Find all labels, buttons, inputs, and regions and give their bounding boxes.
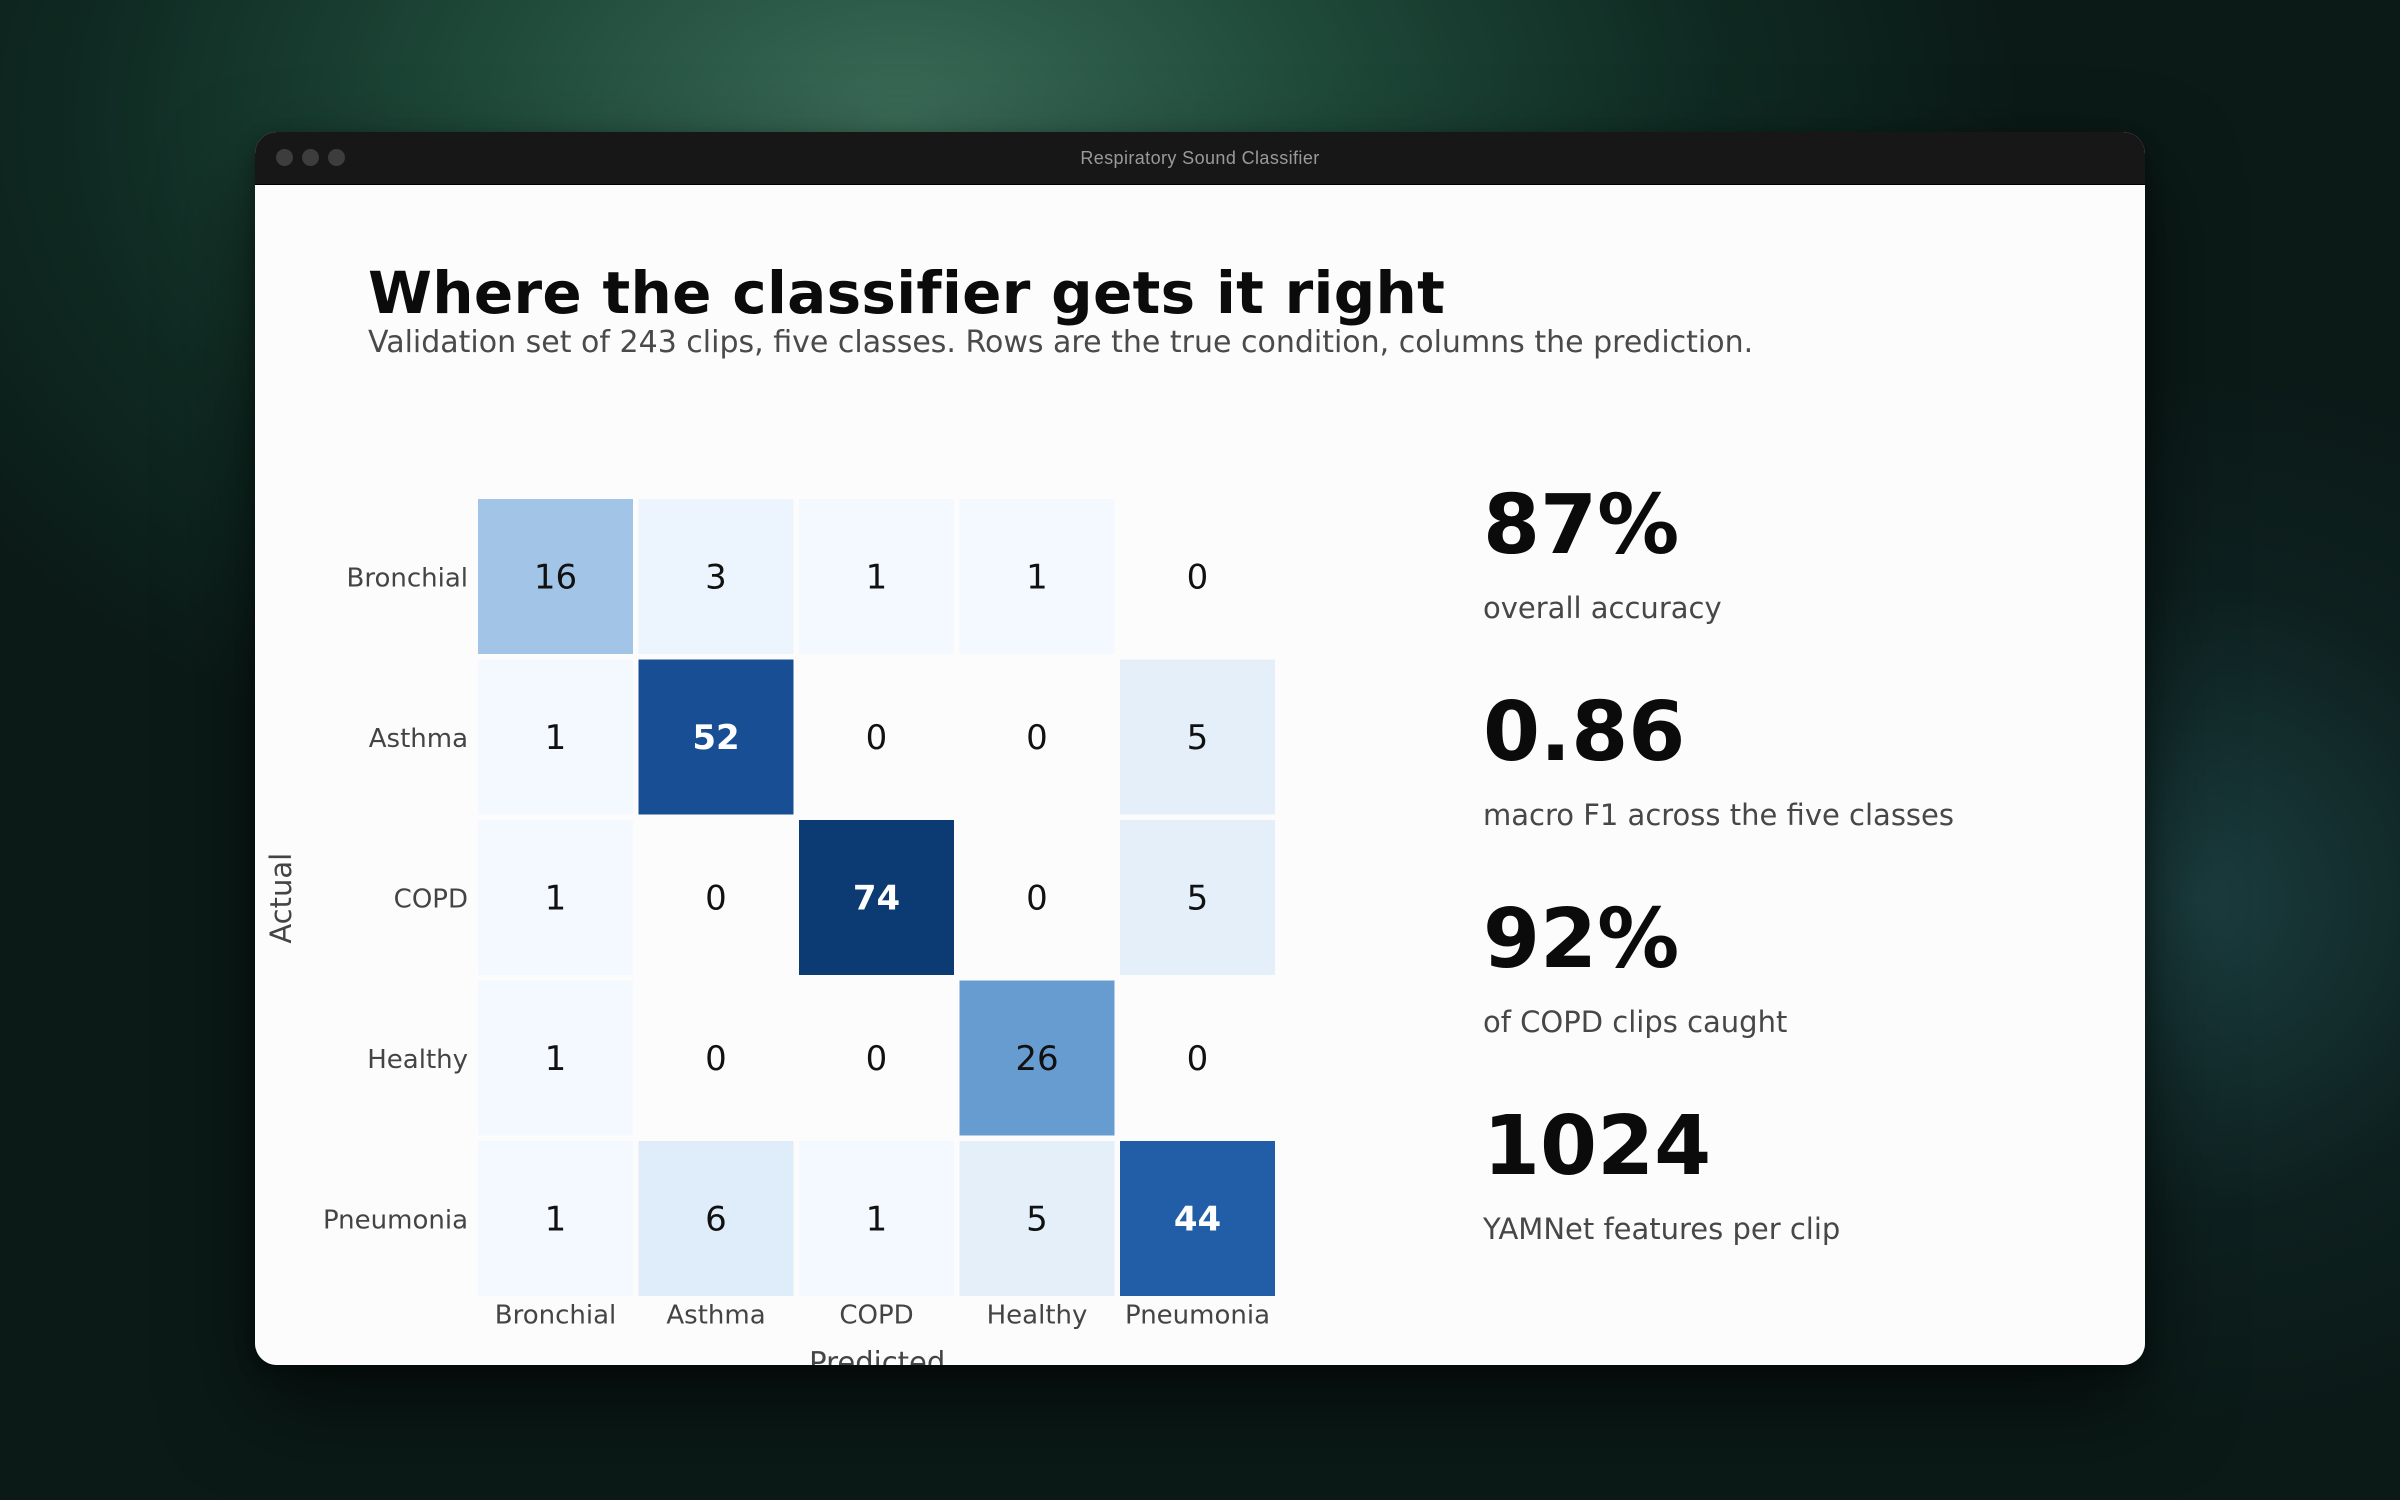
column-tick-label: Healthy <box>987 1301 1088 1331</box>
heatmap-cell <box>638 499 794 654</box>
page-title: Where the classifier gets it right <box>368 259 1446 327</box>
heatmap-cell <box>638 659 794 815</box>
close-window-button[interactable] <box>276 149 293 166</box>
cell-value-label: 0 <box>705 879 727 919</box>
stat-label: YAMNet features per clip <box>1483 1212 1841 1246</box>
cell-value-label: 0 <box>705 1039 727 1079</box>
column-tick-label: Asthma <box>666 1301 765 1331</box>
heatmap-cell <box>1120 659 1275 815</box>
row-tick-label: Healthy <box>367 1045 468 1075</box>
y-axis-title: Actual <box>264 853 298 944</box>
heatmap-cell <box>478 820 633 975</box>
column-tick-label: COPD <box>839 1301 913 1331</box>
cell-value-label: 44 <box>1174 1200 1221 1240</box>
heatmap-cell <box>799 499 954 654</box>
cell-value-label: 74 <box>853 879 900 919</box>
stat-value: 87% <box>1483 478 1680 573</box>
stat-label: overall accuracy <box>1483 591 1722 625</box>
cell-value-label: 26 <box>1015 1039 1058 1079</box>
title-bar: Respiratory Sound Classifier <box>255 132 2145 185</box>
cell-value-label: 52 <box>692 718 739 758</box>
row-tick-label: Bronchial <box>347 564 469 594</box>
cell-value-label: 5 <box>1187 879 1209 919</box>
heatmap-cell <box>478 980 633 1136</box>
heatmap-cell <box>1120 820 1275 975</box>
cell-value-label: 0 <box>866 718 888 758</box>
cell-value-label: 1 <box>866 1200 888 1240</box>
column-tick-label: Bronchial <box>495 1301 617 1331</box>
cell-value-label: 0 <box>866 1039 888 1079</box>
stat-value: 0.86 <box>1483 685 1686 780</box>
cell-value-label: 1 <box>545 718 567 758</box>
heatmap-cell <box>799 1141 954 1296</box>
heatmap-cell <box>959 499 1115 654</box>
heatmap-cell <box>478 659 633 815</box>
stat-label: of COPD clips caught <box>1483 1005 1788 1039</box>
stat-accuracy: 87% overall accuracy <box>1483 478 1722 626</box>
zoom-window-button[interactable] <box>328 149 345 166</box>
stat-feature-count: 1024 YAMNet features per clip <box>1483 1099 1841 1247</box>
heatmap-cell <box>478 1141 633 1296</box>
confusion-matrix-heatmap: 16 3 1 1 01 52 0 0 51 0 74 0 51 0 0 26 01 6 1 5 44BronchialA… <box>264 499 1275 1366</box>
window-title: Respiratory Sound Classifier <box>1080 148 1320 168</box>
cell-value-label: 3 <box>705 558 727 598</box>
row-tick-label: COPD <box>394 885 468 915</box>
cell-value-label: 5 <box>1026 1200 1048 1240</box>
x-axis-title: Predicted <box>809 1346 945 1366</box>
heatmap-cell <box>638 1141 794 1296</box>
heatmap-cell <box>959 980 1115 1136</box>
cell-value-label: 5 <box>1187 718 1209 758</box>
main-content: Where the classifier gets it right Valid… <box>255 185 2145 1365</box>
minimize-window-button[interactable] <box>302 149 319 166</box>
column-tick-label: Pneumonia <box>1125 1301 1270 1331</box>
cell-value-label: 1 <box>545 879 567 919</box>
heatmap-cell <box>478 499 633 654</box>
heatmap-cell <box>959 1141 1115 1296</box>
cell-value-label: 0 <box>1026 718 1048 758</box>
cell-value-label: 1 <box>545 1039 567 1079</box>
heatmap-cell <box>1120 1141 1275 1296</box>
cell-value-label: 1 <box>866 558 888 598</box>
cell-value-label: 16 <box>534 558 577 598</box>
stat-copd-recall: 92% of COPD clips caught <box>1483 892 1788 1040</box>
heatmap-cell <box>799 820 954 975</box>
stat-macro-f1: 0.86 macro F1 across the five classes <box>1483 685 1954 833</box>
app-window: Respiratory Sound Classifier Where the c… <box>255 132 2145 1365</box>
row-tick-label: Pneumonia <box>323 1206 468 1236</box>
stat-value: 1024 <box>1483 1099 1712 1194</box>
stat-label: macro F1 across the five classes <box>1483 798 1954 832</box>
cell-value-label: 1 <box>545 1200 567 1240</box>
stat-value: 92% <box>1483 892 1680 987</box>
cell-value-label: 0 <box>1187 1039 1209 1079</box>
cell-value-label: 0 <box>1026 879 1048 919</box>
cell-value-label: 6 <box>705 1200 727 1240</box>
row-tick-label: Asthma <box>369 724 468 754</box>
cell-value-label: 0 <box>1187 558 1209 598</box>
cell-value-label: 1 <box>1026 558 1048 598</box>
page-subtitle: Validation set of 243 clips, five classe… <box>368 325 1754 360</box>
